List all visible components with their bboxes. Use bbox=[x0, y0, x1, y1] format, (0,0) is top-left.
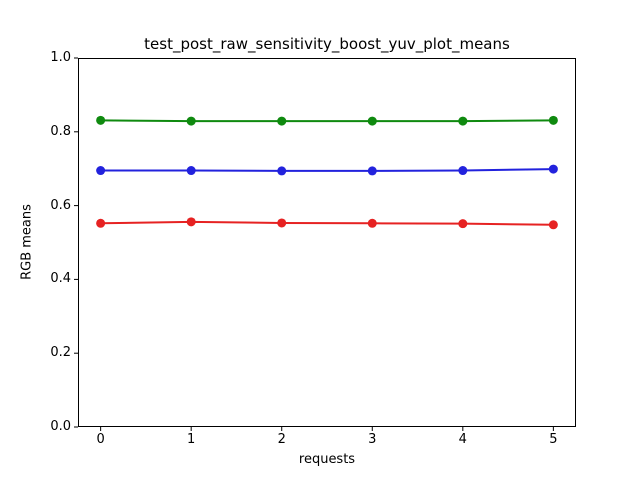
red-series-marker bbox=[96, 218, 106, 228]
plot-area bbox=[74, 57, 576, 431]
green-series-marker bbox=[548, 115, 558, 125]
x-tick-label: 1 bbox=[187, 432, 196, 447]
axes-frame bbox=[78, 58, 576, 427]
red-series-marker bbox=[277, 218, 287, 228]
green-series-marker bbox=[186, 116, 196, 126]
green-series-marker bbox=[458, 116, 468, 126]
green-series-line bbox=[100, 119, 554, 123]
red-series-marker bbox=[458, 219, 468, 229]
chart-title: test_post_raw_sensitivity_boost_yuv_plot… bbox=[144, 35, 510, 53]
blue-series-marker bbox=[367, 166, 377, 176]
x-tick-label: 2 bbox=[277, 432, 286, 447]
red-series-marker bbox=[367, 218, 377, 228]
green-series-marker bbox=[367, 116, 377, 126]
x-axis-label: requests bbox=[298, 452, 356, 467]
blue-series-marker bbox=[96, 166, 106, 176]
x-tick-label: 5 bbox=[549, 432, 558, 447]
y-axis-label: RGB means bbox=[19, 204, 35, 280]
y-tick-label: 0.4 bbox=[50, 271, 71, 287]
red-series-marker bbox=[548, 220, 558, 230]
plot-canvas bbox=[74, 57, 576, 431]
y-tick-label: 0.8 bbox=[50, 123, 71, 139]
y-tick-label: 1.0 bbox=[50, 50, 71, 65]
green-series-marker bbox=[96, 115, 106, 125]
y-tick-label: 0.0 bbox=[50, 419, 71, 434]
x-tick-label: 3 bbox=[368, 432, 377, 447]
red-series-line bbox=[100, 220, 554, 226]
blue-series-line bbox=[100, 168, 554, 172]
blue-series-marker bbox=[186, 166, 196, 176]
green-series-marker bbox=[277, 116, 287, 126]
x-tick-label: 0 bbox=[96, 432, 105, 447]
y-tick-label: 0.2 bbox=[50, 345, 71, 361]
blue-series-marker bbox=[548, 164, 558, 174]
y-tick-label: 0.6 bbox=[50, 197, 71, 213]
blue-series-marker bbox=[277, 166, 287, 176]
red-series-marker bbox=[186, 217, 196, 227]
x-tick-label: 4 bbox=[458, 432, 467, 447]
blue-series-marker bbox=[458, 166, 468, 176]
